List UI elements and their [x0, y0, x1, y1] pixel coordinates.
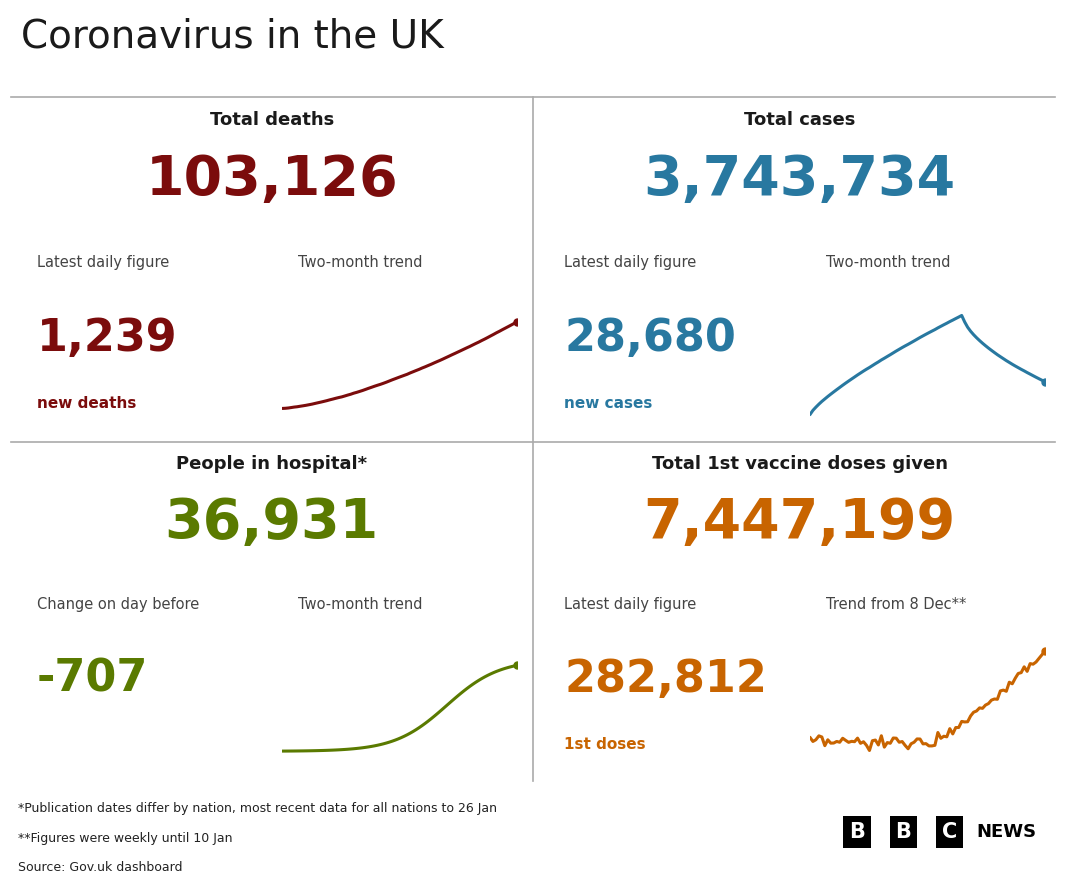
- Text: Total cases: Total cases: [744, 111, 855, 129]
- Text: Source: Gov.uk dashboard: Source: Gov.uk dashboard: [18, 861, 183, 873]
- Text: 36,931: 36,931: [165, 496, 378, 550]
- Text: *Publication dates differ by nation, most recent data for all nations to 26 Jan: *Publication dates differ by nation, mos…: [18, 802, 498, 815]
- Text: Total 1st vaccine doses given: Total 1st vaccine doses given: [651, 455, 948, 473]
- Text: Latest daily figure: Latest daily figure: [36, 255, 169, 270]
- Text: Coronavirus in the UK: Coronavirus in the UK: [21, 18, 443, 56]
- Text: C: C: [942, 822, 957, 842]
- Text: 3,743,734: 3,743,734: [644, 153, 955, 207]
- Text: -707: -707: [36, 658, 148, 701]
- Text: new cases: new cases: [565, 396, 652, 411]
- Text: 7,447,199: 7,447,199: [644, 496, 955, 550]
- Text: 282,812: 282,812: [565, 658, 768, 701]
- Text: Change on day before: Change on day before: [36, 597, 199, 612]
- Text: Latest daily figure: Latest daily figure: [565, 597, 697, 612]
- Text: 28,680: 28,680: [565, 317, 737, 359]
- Text: Two-month trend: Two-month trend: [826, 255, 950, 270]
- Text: 1,239: 1,239: [36, 317, 177, 359]
- Text: B: B: [895, 822, 911, 842]
- Text: Trend from 8 Dec**: Trend from 8 Dec**: [826, 597, 966, 612]
- Text: People in hospital*: People in hospital*: [176, 455, 368, 473]
- Text: Latest daily figure: Latest daily figure: [565, 255, 697, 270]
- Text: 1st doses: 1st doses: [565, 736, 646, 751]
- Text: Two-month trend: Two-month trend: [298, 597, 422, 612]
- Text: 103,126: 103,126: [145, 153, 399, 207]
- Text: Two-month trend: Two-month trend: [298, 255, 422, 270]
- Text: new deaths: new deaths: [36, 396, 136, 411]
- Text: Total deaths: Total deaths: [210, 111, 334, 129]
- Text: **Figures were weekly until 10 Jan: **Figures were weekly until 10 Jan: [18, 832, 232, 845]
- Text: NEWS: NEWS: [976, 823, 1036, 841]
- Text: B: B: [850, 822, 865, 842]
